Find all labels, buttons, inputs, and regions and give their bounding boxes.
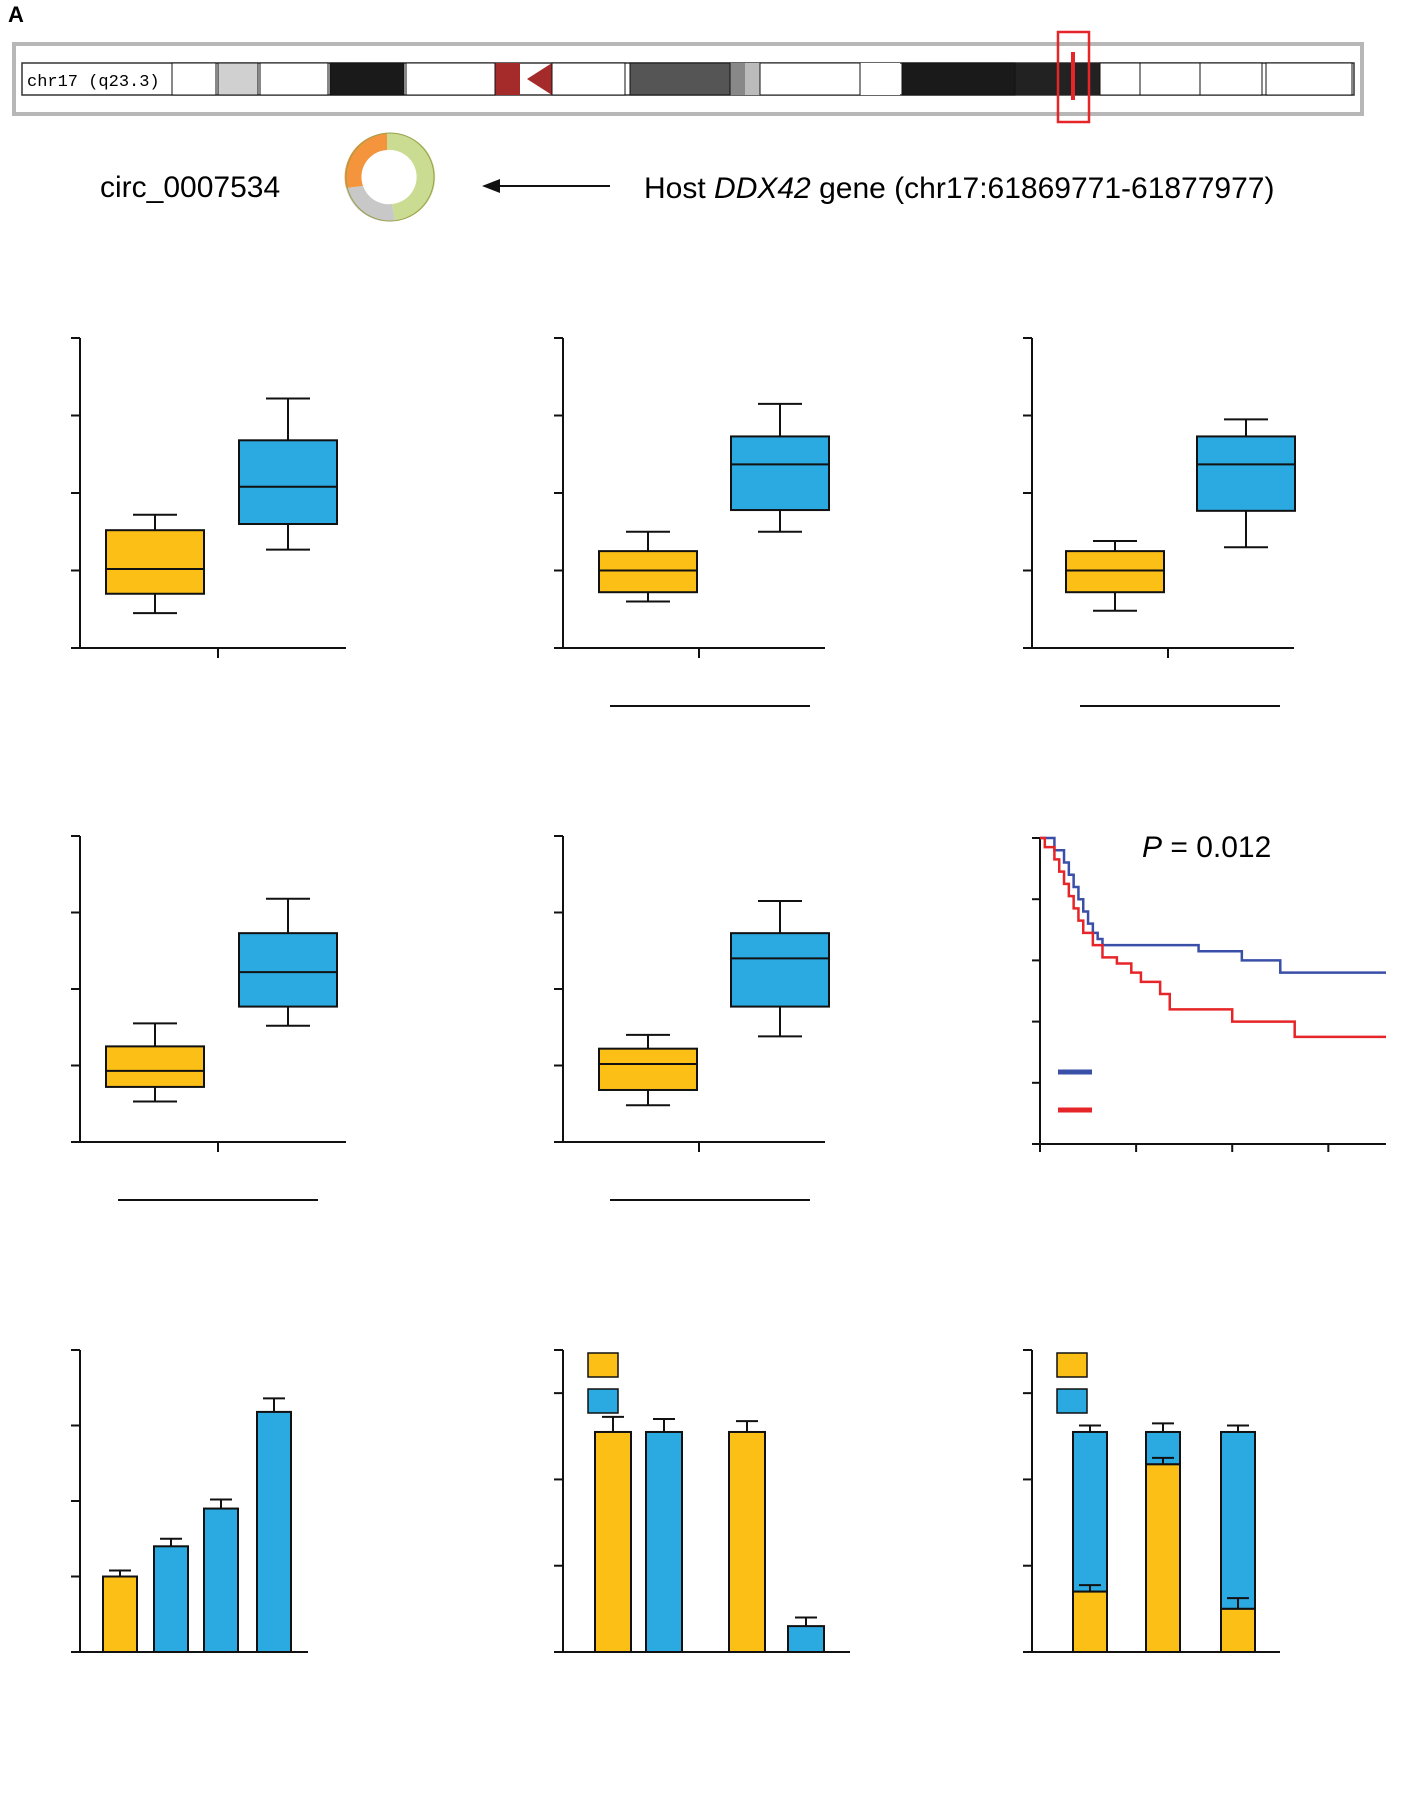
bar bbox=[203, 1507, 239, 1654]
bar-control bbox=[728, 1430, 766, 1653]
panel-d bbox=[1023, 337, 1296, 707]
km-curve-high bbox=[1040, 836, 1386, 1039]
arrow-head bbox=[482, 179, 500, 193]
chromosome-band bbox=[759, 62, 861, 96]
legend-swatch bbox=[1056, 1352, 1088, 1378]
bar-nuclear bbox=[1145, 1463, 1181, 1654]
circ-ring-segment-green bbox=[387, 132, 436, 221]
chromosome-band bbox=[171, 62, 217, 96]
centromere-right bbox=[527, 63, 552, 95]
charts: P = 0.012 bbox=[71, 337, 1386, 1654]
band-fill bbox=[1015, 63, 1057, 95]
chrom-label: chr17 (q23.3) bbox=[27, 73, 160, 92]
box bbox=[238, 932, 338, 1008]
chromosome-band bbox=[1139, 62, 1201, 96]
host-prefix: Host bbox=[644, 172, 706, 205]
bar bbox=[153, 1545, 189, 1654]
box bbox=[105, 529, 205, 595]
circ-ring-segment-orange bbox=[344, 133, 387, 188]
circ-name: circ_0007534 bbox=[100, 171, 280, 204]
box bbox=[238, 439, 338, 525]
bar bbox=[102, 1575, 138, 1653]
panel-h bbox=[71, 1349, 308, 1654]
band-fill bbox=[745, 63, 760, 95]
chromosome-band bbox=[901, 62, 1016, 96]
centromere-left bbox=[495, 63, 520, 95]
km-curve-low bbox=[1040, 836, 1386, 974]
panel-e bbox=[71, 835, 346, 1201]
bar-control bbox=[594, 1430, 632, 1653]
locus-highlight-box bbox=[1056, 30, 1091, 124]
chromosome-band bbox=[405, 62, 496, 96]
chromosome-band bbox=[1265, 62, 1353, 96]
box bbox=[730, 932, 830, 1008]
bar-cytoplasmic bbox=[1220, 1430, 1256, 1610]
p-symbol: P bbox=[1142, 831, 1162, 864]
panel-g: P = 0.012 bbox=[1032, 831, 1386, 1152]
bar-nuclear bbox=[1220, 1607, 1256, 1654]
host-gene-text: Host DDX42 gene (chr17:61869771-61877977… bbox=[644, 172, 1274, 205]
circ-ring-outline bbox=[345, 132, 435, 222]
bar-cytoplasmic bbox=[1072, 1430, 1108, 1593]
chromosome-band bbox=[629, 62, 731, 96]
panel-letter-a: A bbox=[8, 2, 24, 27]
chromosome-band bbox=[1199, 62, 1263, 96]
chromosome-band bbox=[259, 62, 329, 96]
chromosome-band bbox=[551, 62, 626, 96]
box bbox=[1196, 435, 1296, 512]
panel-c bbox=[554, 337, 830, 707]
panel-j bbox=[1023, 1349, 1280, 1654]
host-suffix: gene (chr17:61869771-61877977) bbox=[819, 172, 1274, 205]
box bbox=[1065, 550, 1165, 594]
legend-swatch bbox=[1056, 1388, 1088, 1414]
bar-rnase-r bbox=[645, 1430, 683, 1653]
bar-rnase-r bbox=[787, 1625, 825, 1653]
box bbox=[598, 550, 698, 594]
box bbox=[105, 1045, 205, 1088]
p-value: P = 0.012 bbox=[1142, 831, 1271, 864]
p-value-text: = 0.012 bbox=[1162, 831, 1271, 864]
legend-swatch bbox=[587, 1388, 619, 1414]
panel-a: A chr17 (q23.3) circ_0007534 Host DDX42 … bbox=[8, 2, 1364, 222]
host-gene-name: DDX42 bbox=[714, 172, 811, 205]
chromosome-band bbox=[329, 62, 405, 96]
circ-ring-segment-gray bbox=[346, 186, 395, 222]
chromosome-bands bbox=[171, 62, 1353, 96]
legend-swatch bbox=[587, 1352, 619, 1378]
chromosome-band bbox=[217, 62, 259, 96]
panel-f bbox=[554, 835, 830, 1201]
bar-nuclear bbox=[1072, 1590, 1108, 1653]
bar bbox=[256, 1410, 292, 1654]
box bbox=[730, 435, 830, 512]
band-fill bbox=[860, 63, 900, 95]
box bbox=[598, 1047, 698, 1091]
panel-i bbox=[554, 1349, 850, 1653]
panel-b bbox=[71, 337, 346, 658]
band-fill bbox=[730, 63, 745, 95]
chromosome-band bbox=[1099, 62, 1141, 96]
